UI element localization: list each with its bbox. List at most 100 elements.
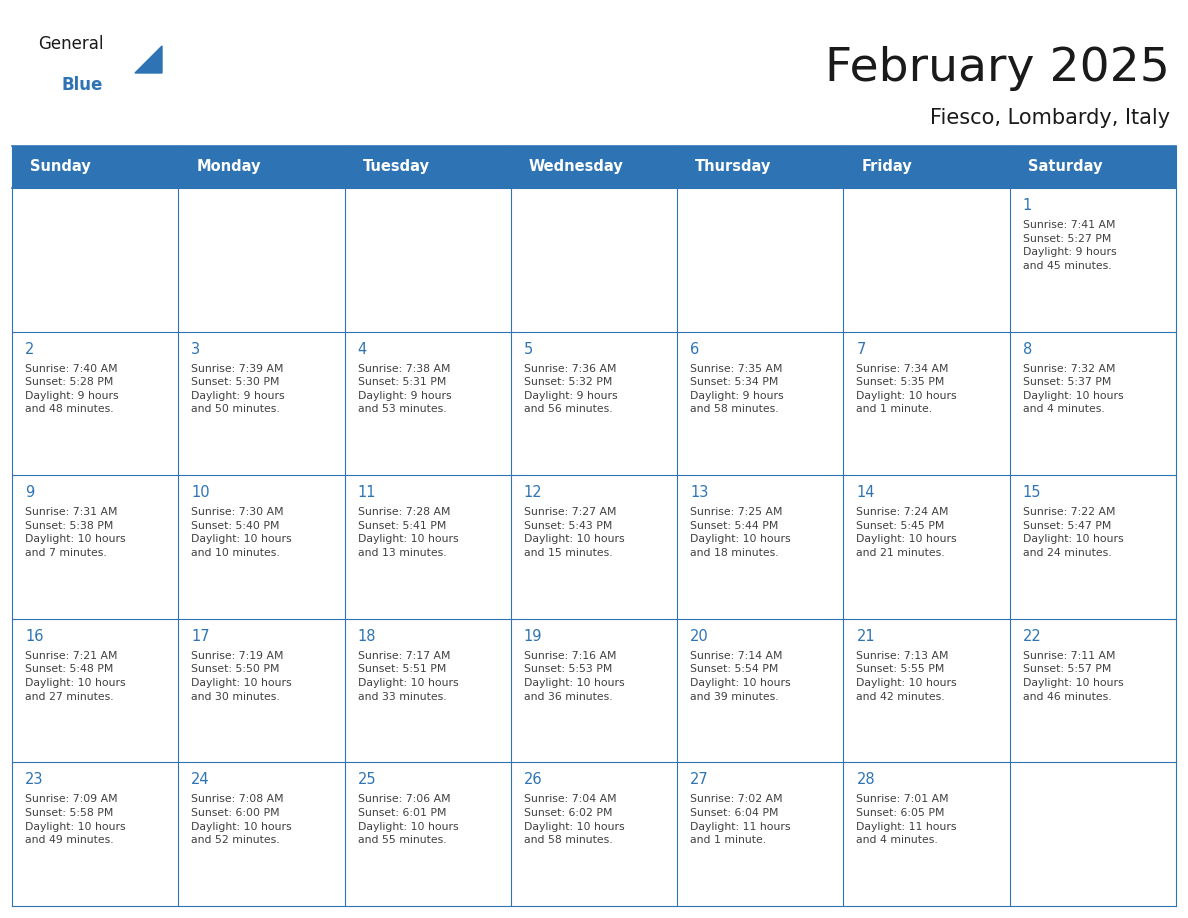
Bar [178, 188, 345, 331]
Text: Sunrise: 7:17 AM
Sunset: 5:51 PM
Daylight: 10 hours
and 33 minutes.: Sunrise: 7:17 AM Sunset: 5:51 PM Dayligh… [358, 651, 459, 701]
Bar [12, 619, 178, 763]
Text: Sunrise: 7:22 AM
Sunset: 5:47 PM
Daylight: 10 hours
and 24 minutes.: Sunrise: 7:22 AM Sunset: 5:47 PM Dayligh… [1023, 508, 1124, 558]
Bar [345, 188, 511, 331]
Text: Sunrise: 7:27 AM
Sunset: 5:43 PM
Daylight: 10 hours
and 15 minutes.: Sunrise: 7:27 AM Sunset: 5:43 PM Dayligh… [524, 508, 625, 558]
Bar [511, 331, 677, 476]
Text: 18: 18 [358, 629, 377, 644]
Text: Sunrise: 7:21 AM
Sunset: 5:48 PM
Daylight: 10 hours
and 27 minutes.: Sunrise: 7:21 AM Sunset: 5:48 PM Dayligh… [25, 651, 126, 701]
Bar [843, 619, 1010, 763]
Text: 5: 5 [524, 341, 533, 356]
Text: Sunrise: 7:02 AM
Sunset: 6:04 PM
Daylight: 11 hours
and 1 minute.: Sunrise: 7:02 AM Sunset: 6:04 PM Dayligh… [690, 794, 791, 845]
Text: 24: 24 [191, 772, 210, 788]
Text: 16: 16 [25, 629, 44, 644]
Bar [12, 188, 178, 331]
Bar [345, 763, 511, 906]
Bar [511, 188, 677, 331]
Bar [178, 619, 345, 763]
Text: 11: 11 [358, 486, 377, 500]
Bar [511, 619, 677, 763]
Bar [178, 476, 345, 619]
Text: 28: 28 [857, 772, 876, 788]
Text: 8: 8 [1023, 341, 1032, 356]
Text: Sunrise: 7:09 AM
Sunset: 5:58 PM
Daylight: 10 hours
and 49 minutes.: Sunrise: 7:09 AM Sunset: 5:58 PM Dayligh… [25, 794, 126, 845]
Text: 14: 14 [857, 486, 874, 500]
Bar [677, 146, 843, 188]
Text: Sunrise: 7:19 AM
Sunset: 5:50 PM
Daylight: 10 hours
and 30 minutes.: Sunrise: 7:19 AM Sunset: 5:50 PM Dayligh… [191, 651, 292, 701]
Text: Sunrise: 7:41 AM
Sunset: 5:27 PM
Daylight: 9 hours
and 45 minutes.: Sunrise: 7:41 AM Sunset: 5:27 PM Dayligh… [1023, 220, 1117, 271]
Bar [345, 146, 511, 188]
Text: Sunrise: 7:34 AM
Sunset: 5:35 PM
Daylight: 10 hours
and 1 minute.: Sunrise: 7:34 AM Sunset: 5:35 PM Dayligh… [857, 364, 958, 414]
Bar [843, 763, 1010, 906]
Bar [178, 146, 345, 188]
Bar [12, 331, 178, 476]
Text: 27: 27 [690, 772, 709, 788]
Text: Sunrise: 7:40 AM
Sunset: 5:28 PM
Daylight: 9 hours
and 48 minutes.: Sunrise: 7:40 AM Sunset: 5:28 PM Dayligh… [25, 364, 119, 414]
Bar [1010, 619, 1176, 763]
Text: Blue: Blue [62, 76, 103, 94]
Text: Sunrise: 7:16 AM
Sunset: 5:53 PM
Daylight: 10 hours
and 36 minutes.: Sunrise: 7:16 AM Sunset: 5:53 PM Dayligh… [524, 651, 625, 701]
Text: 2: 2 [25, 341, 34, 356]
Text: Thursday: Thursday [695, 160, 771, 174]
Text: 7: 7 [857, 341, 866, 356]
Bar [345, 476, 511, 619]
Bar [1010, 188, 1176, 331]
Text: Sunrise: 7:08 AM
Sunset: 6:00 PM
Daylight: 10 hours
and 52 minutes.: Sunrise: 7:08 AM Sunset: 6:00 PM Dayligh… [191, 794, 292, 845]
Bar [843, 188, 1010, 331]
Text: Fiesco, Lombardy, Italy: Fiesco, Lombardy, Italy [930, 108, 1170, 128]
Text: Sunrise: 7:01 AM
Sunset: 6:05 PM
Daylight: 11 hours
and 4 minutes.: Sunrise: 7:01 AM Sunset: 6:05 PM Dayligh… [857, 794, 956, 845]
Text: 6: 6 [690, 341, 700, 356]
Text: 15: 15 [1023, 486, 1041, 500]
Text: 1: 1 [1023, 198, 1032, 213]
Bar [12, 763, 178, 906]
Text: Sunrise: 7:28 AM
Sunset: 5:41 PM
Daylight: 10 hours
and 13 minutes.: Sunrise: 7:28 AM Sunset: 5:41 PM Dayligh… [358, 508, 459, 558]
Text: 21: 21 [857, 629, 876, 644]
Bar [677, 188, 843, 331]
Text: 20: 20 [690, 629, 709, 644]
Bar [1010, 331, 1176, 476]
Text: Sunrise: 7:38 AM
Sunset: 5:31 PM
Daylight: 9 hours
and 53 minutes.: Sunrise: 7:38 AM Sunset: 5:31 PM Dayligh… [358, 364, 451, 414]
Text: 13: 13 [690, 486, 708, 500]
Text: Sunrise: 7:32 AM
Sunset: 5:37 PM
Daylight: 10 hours
and 4 minutes.: Sunrise: 7:32 AM Sunset: 5:37 PM Dayligh… [1023, 364, 1124, 414]
Text: 4: 4 [358, 341, 367, 356]
Bar [1010, 763, 1176, 906]
Bar [1010, 476, 1176, 619]
Bar [1010, 146, 1176, 188]
Bar [511, 763, 677, 906]
Text: Saturday: Saturday [1028, 160, 1102, 174]
Text: Friday: Friday [861, 160, 912, 174]
Bar [12, 146, 178, 188]
Text: Sunrise: 7:04 AM
Sunset: 6:02 PM
Daylight: 10 hours
and 58 minutes.: Sunrise: 7:04 AM Sunset: 6:02 PM Dayligh… [524, 794, 625, 845]
Bar [843, 476, 1010, 619]
Text: Sunrise: 7:06 AM
Sunset: 6:01 PM
Daylight: 10 hours
and 55 minutes.: Sunrise: 7:06 AM Sunset: 6:01 PM Dayligh… [358, 794, 459, 845]
Text: Sunrise: 7:30 AM
Sunset: 5:40 PM
Daylight: 10 hours
and 10 minutes.: Sunrise: 7:30 AM Sunset: 5:40 PM Dayligh… [191, 508, 292, 558]
Text: 12: 12 [524, 486, 543, 500]
Text: 10: 10 [191, 486, 210, 500]
Text: 3: 3 [191, 341, 201, 356]
Text: Sunrise: 7:31 AM
Sunset: 5:38 PM
Daylight: 10 hours
and 7 minutes.: Sunrise: 7:31 AM Sunset: 5:38 PM Dayligh… [25, 508, 126, 558]
Polygon shape [135, 46, 162, 73]
Bar [677, 331, 843, 476]
Text: Wednesday: Wednesday [529, 160, 624, 174]
Text: February 2025: February 2025 [826, 46, 1170, 91]
Text: Sunday: Sunday [30, 160, 90, 174]
Text: General: General [38, 35, 103, 53]
Text: Monday: Monday [196, 160, 261, 174]
Text: 23: 23 [25, 772, 44, 788]
Bar [677, 763, 843, 906]
Text: 22: 22 [1023, 629, 1042, 644]
Bar [12, 476, 178, 619]
Bar [511, 476, 677, 619]
Bar [345, 619, 511, 763]
Text: 9: 9 [25, 486, 34, 500]
Text: Sunrise: 7:14 AM
Sunset: 5:54 PM
Daylight: 10 hours
and 39 minutes.: Sunrise: 7:14 AM Sunset: 5:54 PM Dayligh… [690, 651, 791, 701]
Bar [843, 146, 1010, 188]
Bar [843, 331, 1010, 476]
Bar [345, 331, 511, 476]
Text: Sunrise: 7:11 AM
Sunset: 5:57 PM
Daylight: 10 hours
and 46 minutes.: Sunrise: 7:11 AM Sunset: 5:57 PM Dayligh… [1023, 651, 1124, 701]
Bar [178, 763, 345, 906]
Text: Sunrise: 7:25 AM
Sunset: 5:44 PM
Daylight: 10 hours
and 18 minutes.: Sunrise: 7:25 AM Sunset: 5:44 PM Dayligh… [690, 508, 791, 558]
Text: 17: 17 [191, 629, 210, 644]
Text: 25: 25 [358, 772, 377, 788]
Text: Sunrise: 7:13 AM
Sunset: 5:55 PM
Daylight: 10 hours
and 42 minutes.: Sunrise: 7:13 AM Sunset: 5:55 PM Dayligh… [857, 651, 958, 701]
Text: Sunrise: 7:39 AM
Sunset: 5:30 PM
Daylight: 9 hours
and 50 minutes.: Sunrise: 7:39 AM Sunset: 5:30 PM Dayligh… [191, 364, 285, 414]
